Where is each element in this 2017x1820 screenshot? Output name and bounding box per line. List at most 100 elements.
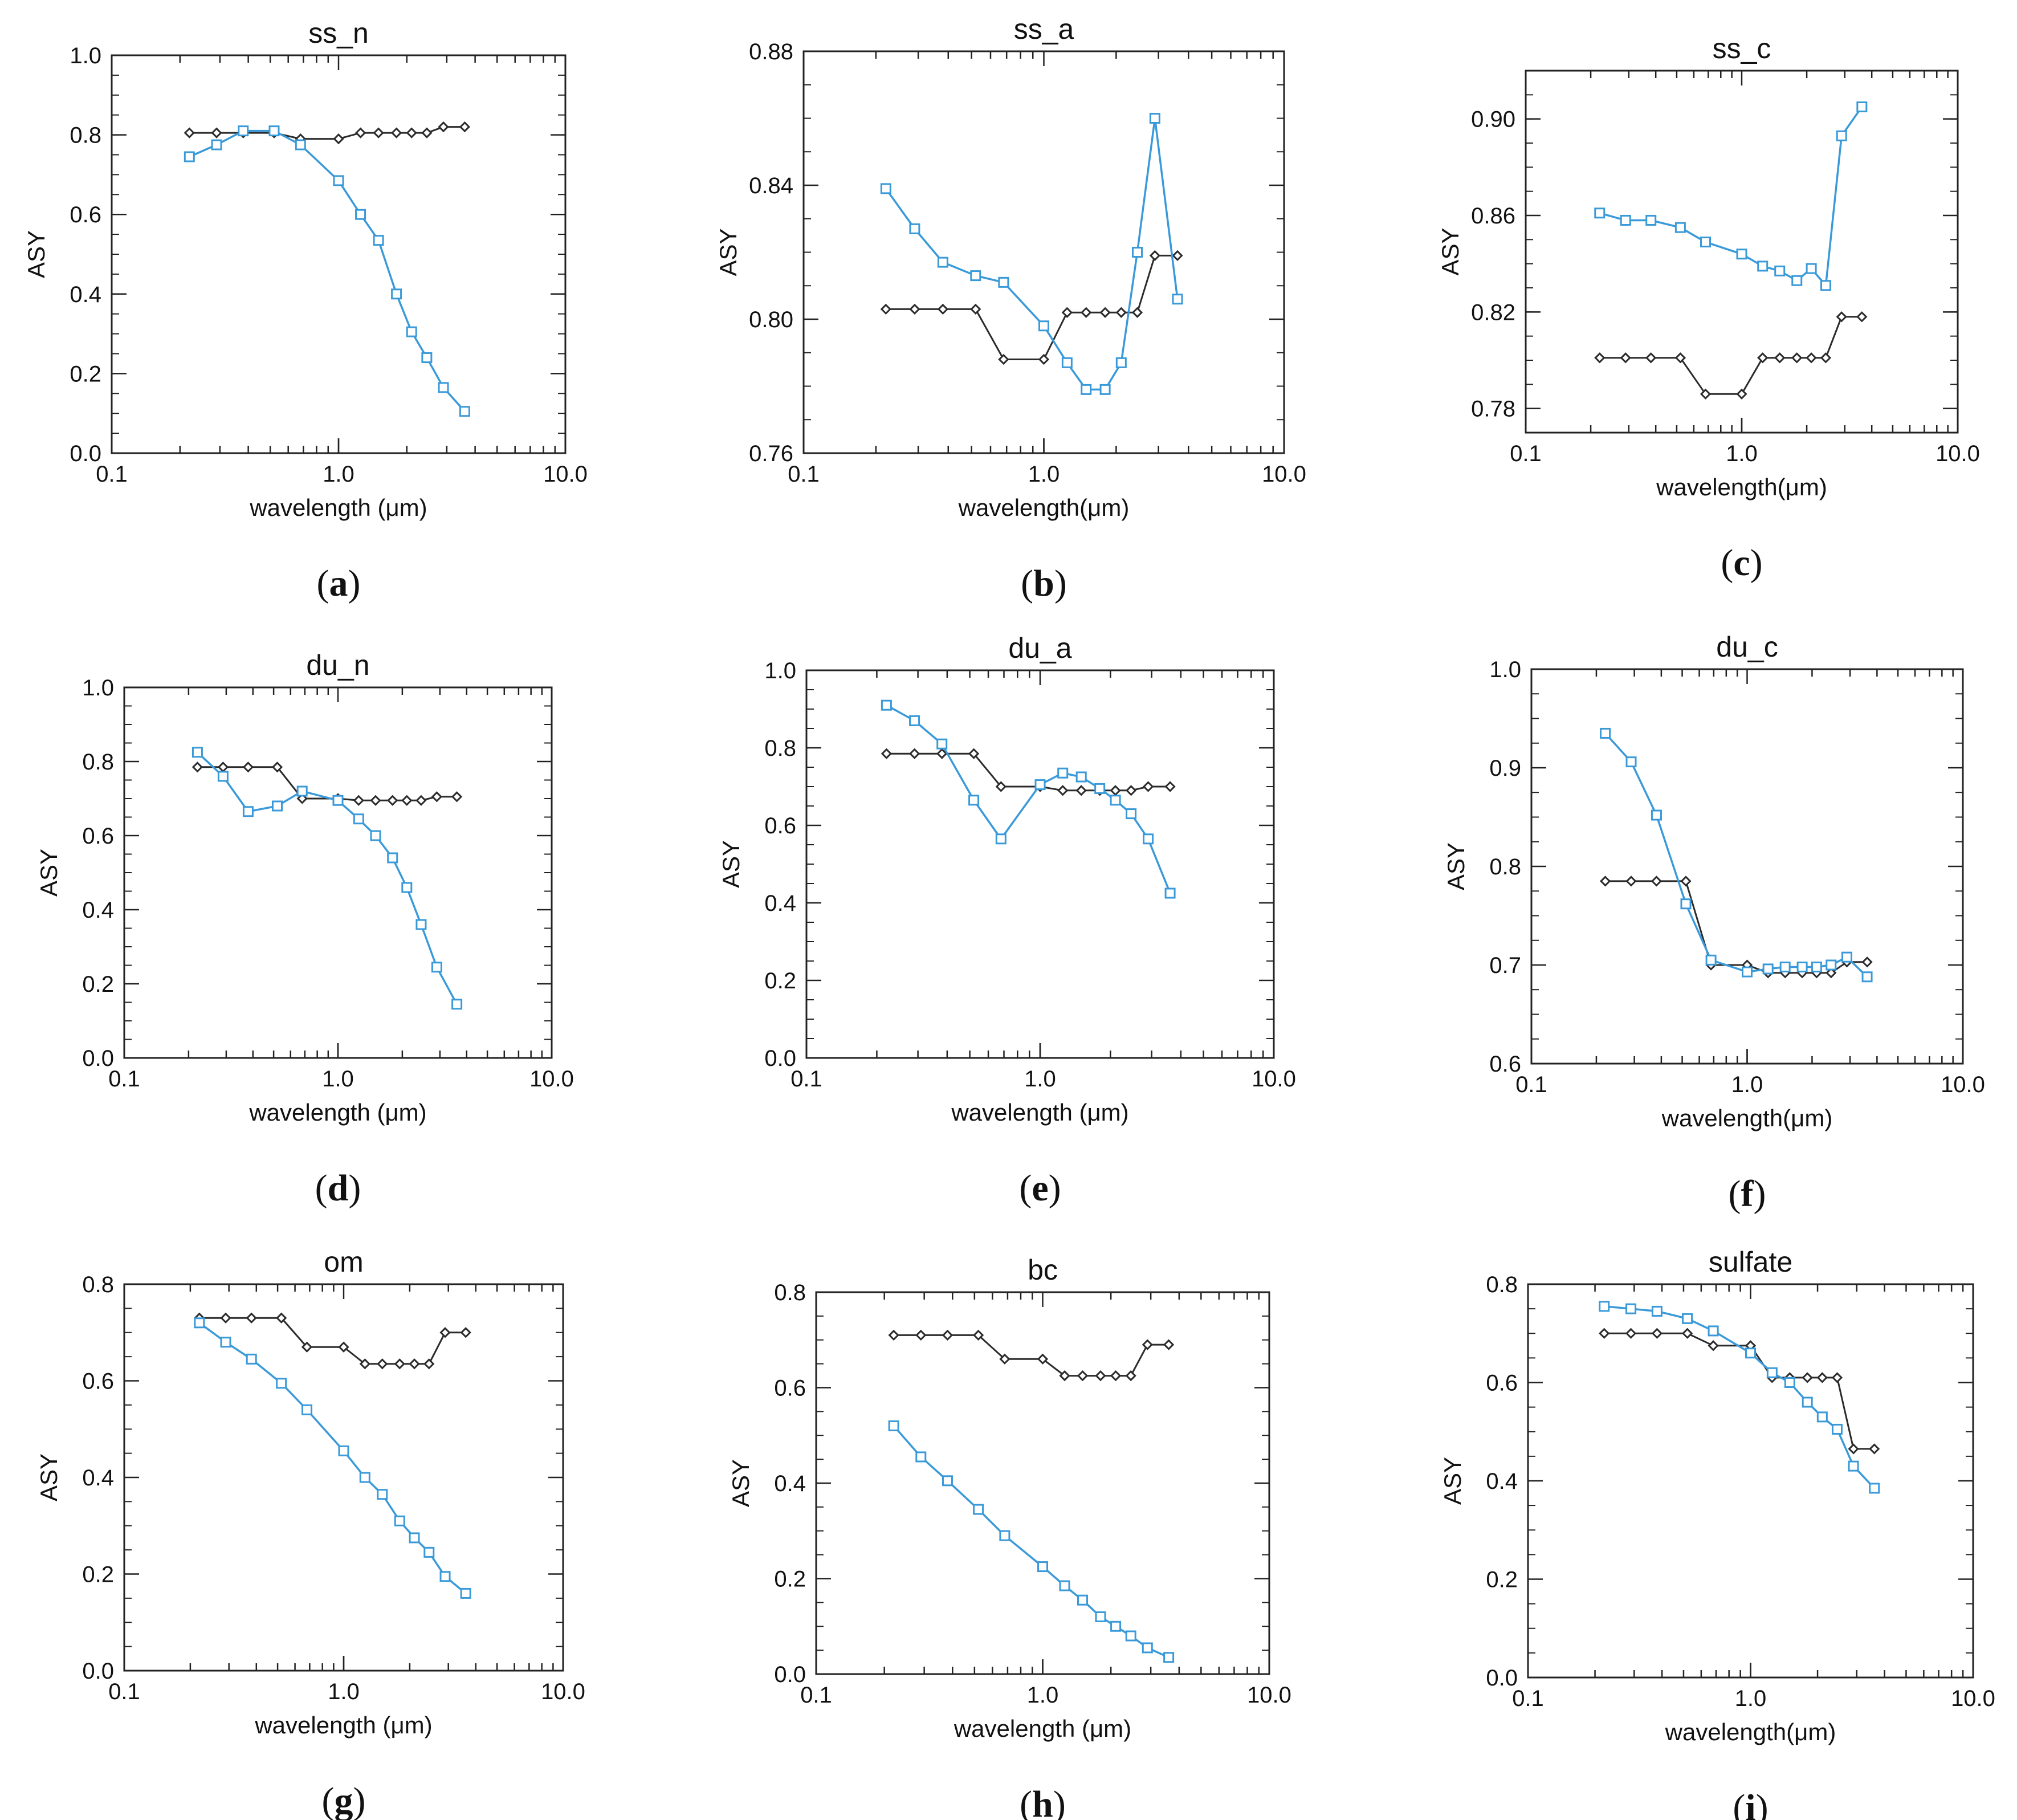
data-point-blue-square: [373, 235, 384, 246]
data-point-blue-square: [268, 125, 280, 137]
data-point-black-diamond: [1856, 311, 1868, 323]
data-point-black-diamond: [995, 781, 1007, 792]
data-point-blue-square: [1059, 1580, 1070, 1591]
data-point-black-diamond: [460, 1327, 471, 1338]
data-point-blue-square: [394, 1515, 405, 1526]
plot-frame: [815, 1291, 1270, 1675]
data-point-black-diamond: [387, 795, 398, 806]
data-point-black-diamond: [333, 133, 344, 145]
panel-title: ss_a: [1014, 13, 1074, 45]
data-point-black-diamond: [1077, 1370, 1089, 1382]
y-tick-label: 0.0: [70, 441, 101, 466]
data-point-black-diamond: [937, 303, 949, 315]
data-point-blue-square: [973, 1504, 984, 1515]
data-point-blue-square: [391, 288, 402, 300]
series-line-blue: [886, 704, 1171, 894]
data-point-blue-square: [909, 715, 920, 726]
data-point-black-diamond: [359, 1358, 370, 1370]
data-point-black-diamond: [276, 1312, 287, 1324]
data-point-black-diamond: [881, 748, 893, 759]
y-tick-label: 0.90: [1471, 107, 1515, 132]
y-axis-label: ASY: [718, 840, 744, 888]
data-point-black-diamond: [184, 127, 195, 139]
panel-a: ss_n 0.1 1.0 10.0 0.0 0.2 0.4 0.6 0.8 1.0 waveleng…: [23, 17, 588, 604]
data-point-blue-square: [1836, 130, 1847, 141]
panel-title: du_a: [1008, 632, 1071, 664]
data-point-blue-square: [1094, 783, 1106, 794]
data-point-blue-square: [1125, 1630, 1136, 1642]
x-axis-label: wavelength(μm): [1665, 1719, 1836, 1745]
y-tick-label: 0.0: [82, 1659, 114, 1684]
y-tick-label: 0.4: [82, 1465, 114, 1491]
y-tick-label: 0.6: [764, 813, 796, 838]
y-tick-label: 0.8: [70, 123, 101, 148]
data-point-black-diamond: [1061, 307, 1073, 318]
data-point-black-diamond: [1651, 1328, 1663, 1339]
data-point-blue-square: [1841, 951, 1853, 963]
data-point-blue-square: [333, 175, 344, 186]
panel-g: om 0.1 1.0 10.0 0.0 0.2 0.4 0.6 0.8 wavelength (μ…: [35, 1246, 585, 1820]
data-point-blue-square: [438, 382, 449, 393]
x-tick-label: 1.0: [1027, 1683, 1059, 1708]
y-tick-label: 0.2: [774, 1567, 806, 1592]
data-point-blue-square: [942, 1475, 953, 1487]
data-point-blue-square: [1057, 767, 1069, 779]
data-point-black-diamond: [1681, 1328, 1693, 1339]
data-point-blue-square: [246, 1353, 257, 1365]
data-point-black-diamond: [1095, 1370, 1106, 1382]
data-point-blue-square: [1856, 101, 1868, 112]
data-point-black-diamond: [942, 1329, 954, 1341]
data-point-blue-square: [415, 919, 427, 930]
data-point-black-diamond: [970, 303, 981, 315]
data-point-black-diamond: [406, 127, 417, 139]
series-line-blue: [893, 1425, 1170, 1659]
data-point-blue-square: [1625, 756, 1637, 768]
data-point-black-diamond: [1816, 1372, 1828, 1383]
data-point-blue-square: [1095, 1611, 1106, 1622]
y-tick-label: 0.2: [1486, 1567, 1518, 1593]
data-point-black-diamond: [1599, 1328, 1610, 1339]
data-point-blue-square: [377, 1489, 388, 1500]
x-tick-label: 10.0: [1951, 1686, 1995, 1711]
y-tick-label: 0.7: [1489, 953, 1521, 978]
data-point-blue-square: [1802, 1396, 1813, 1408]
data-point-blue-square: [1110, 1621, 1122, 1632]
data-point-blue-square: [1806, 263, 1817, 274]
data-point-blue-square: [1674, 222, 1686, 233]
data-point-blue-square: [276, 1378, 287, 1389]
y-tick-label: 1.0: [70, 43, 101, 68]
data-point-black-diamond: [373, 127, 384, 139]
data-point-blue-square: [220, 1337, 231, 1348]
data-point-blue-square: [1779, 961, 1791, 972]
data-point-blue-square: [1110, 795, 1121, 806]
y-tick-label: 0.0: [82, 1046, 114, 1071]
data-point-blue-square: [423, 1546, 435, 1558]
data-point-blue-square: [194, 1317, 205, 1329]
data-point-blue-square: [359, 1472, 370, 1483]
y-axis-label: ASY: [23, 230, 50, 278]
data-point-blue-square: [1034, 779, 1046, 791]
data-point-black-diamond: [888, 1329, 899, 1341]
panel-title: om: [324, 1246, 363, 1278]
data-point-black-diamond: [1791, 352, 1803, 364]
series-line-blue: [189, 129, 466, 412]
data-point-blue-square: [970, 270, 981, 282]
data-point-black-diamond: [972, 1329, 984, 1341]
data-point-blue-square: [272, 800, 283, 812]
y-tick-label: 0.8: [774, 1280, 806, 1305]
y-axis-label: ASY: [35, 1453, 62, 1501]
data-point-black-diamond: [1110, 1370, 1122, 1382]
data-point-blue-square: [242, 806, 254, 817]
x-tick-label: 10.0: [543, 462, 588, 487]
x-axis-label: wavelength (μm): [248, 1099, 426, 1126]
y-tick-label: 0.4: [774, 1471, 806, 1496]
data-point-black-diamond: [1125, 785, 1137, 796]
data-point-blue-square: [409, 1532, 420, 1544]
plot-frame: [111, 54, 567, 454]
data-point-black-diamond: [1680, 876, 1692, 887]
data-point-blue-square: [1143, 833, 1154, 845]
data-point-blue-square: [881, 699, 892, 711]
data-point-blue-square: [1680, 898, 1692, 910]
series-line-black: [886, 752, 1171, 792]
data-point-black-diamond: [1831, 1372, 1843, 1383]
